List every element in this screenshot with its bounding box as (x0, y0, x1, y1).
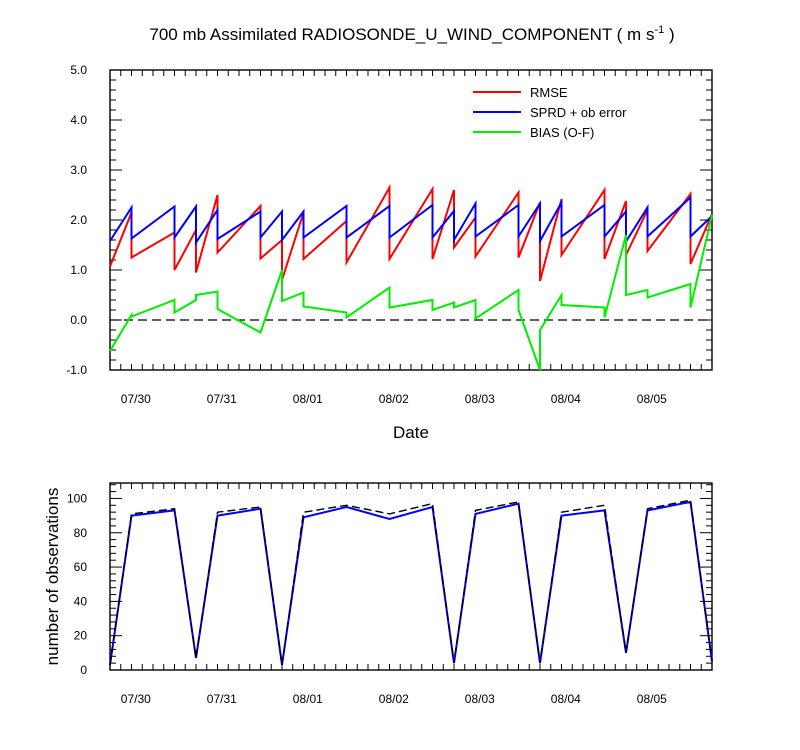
legend-label: SPRD + ob error (530, 105, 627, 120)
stats-y-tick-label: 1.0 (70, 263, 87, 277)
stats-y-tick-label: 2.0 (70, 213, 87, 227)
stats-y-tick-label: 3.0 (70, 163, 87, 177)
observations-series (109, 499, 713, 666)
observations-y-tick-label: 20 (74, 629, 88, 643)
stats-series-sprd-ob-error-line (109, 195, 713, 246)
legend-label: BIAS (O-F) (530, 125, 594, 140)
chart-title-main: 700 mb Assimilated RADIOSONDE_U_WIND_COM… (149, 25, 654, 44)
stats-x-tick-label: 08/05 (637, 392, 667, 406)
observations-x-tick-label: 08/05 (637, 692, 667, 706)
stats-x-axis-title: Date (393, 423, 429, 442)
observations-panel: 07/30 07/31 08/01 08/02 08/03 08/04 08/05 0 20 40… (43, 482, 713, 706)
observations-y-tick-label: 100 (67, 491, 87, 505)
observations-y-tick-label: 40 (74, 594, 88, 608)
legend-label: RMSE (530, 85, 568, 100)
observations-y-tick-label: 0 (80, 663, 87, 677)
stats-x-tick-label: 08/03 (465, 392, 495, 406)
stats-y-tick-label: -1.0 (66, 363, 87, 377)
stats-panel: 07/30 07/31 08/01 08/02 08/03 08/04 08/05 -1.0 0… (66, 63, 713, 442)
observations-x-tick-label: 07/31 (207, 692, 237, 706)
observations-series-observations-used-line (109, 500, 713, 666)
stats-x-tick-label: 07/30 (121, 392, 151, 406)
stats-x-tick-label: 08/04 (551, 392, 581, 406)
observations-x-tick-label: 08/03 (465, 692, 495, 706)
observations-x-tick-label: 08/01 (293, 692, 323, 706)
observations-y-tick-label: 60 (74, 560, 88, 574)
stats-x-tick-label: 08/01 (293, 392, 323, 406)
stats-y-tick-label: 4.0 (70, 113, 87, 127)
observations-plot-frame (109, 482, 713, 671)
chart-title-suffix: ) (664, 25, 674, 44)
observations-x-tick-label: 08/04 (551, 692, 581, 706)
observations-y-tick-label: 80 (74, 526, 88, 540)
observations-x-tick-label: 07/30 (121, 692, 151, 706)
observations-series-observations-total-line (109, 499, 713, 665)
observations-x-tick-label: 08/02 (379, 692, 409, 706)
chart-title: 700 mb Assimilated RADIOSONDE_U_WIND_COM… (149, 24, 674, 44)
observations-ticks (109, 483, 713, 671)
stats-legend: RMSE SPRD + ob error BIAS (O-F) (473, 85, 627, 140)
stats-series (109, 183, 713, 371)
stats-x-tick-label: 08/02 (379, 392, 409, 406)
chart-title-superscript: -1 (654, 24, 664, 36)
stats-y-tick-label: 0.0 (70, 313, 87, 327)
stats-series-bias-o-f-line (109, 214, 713, 371)
observations-y-axis-title: number of observations (43, 488, 62, 666)
stats-x-tick-label: 07/31 (207, 392, 237, 406)
stats-y-tick-label: 5.0 (70, 63, 87, 77)
